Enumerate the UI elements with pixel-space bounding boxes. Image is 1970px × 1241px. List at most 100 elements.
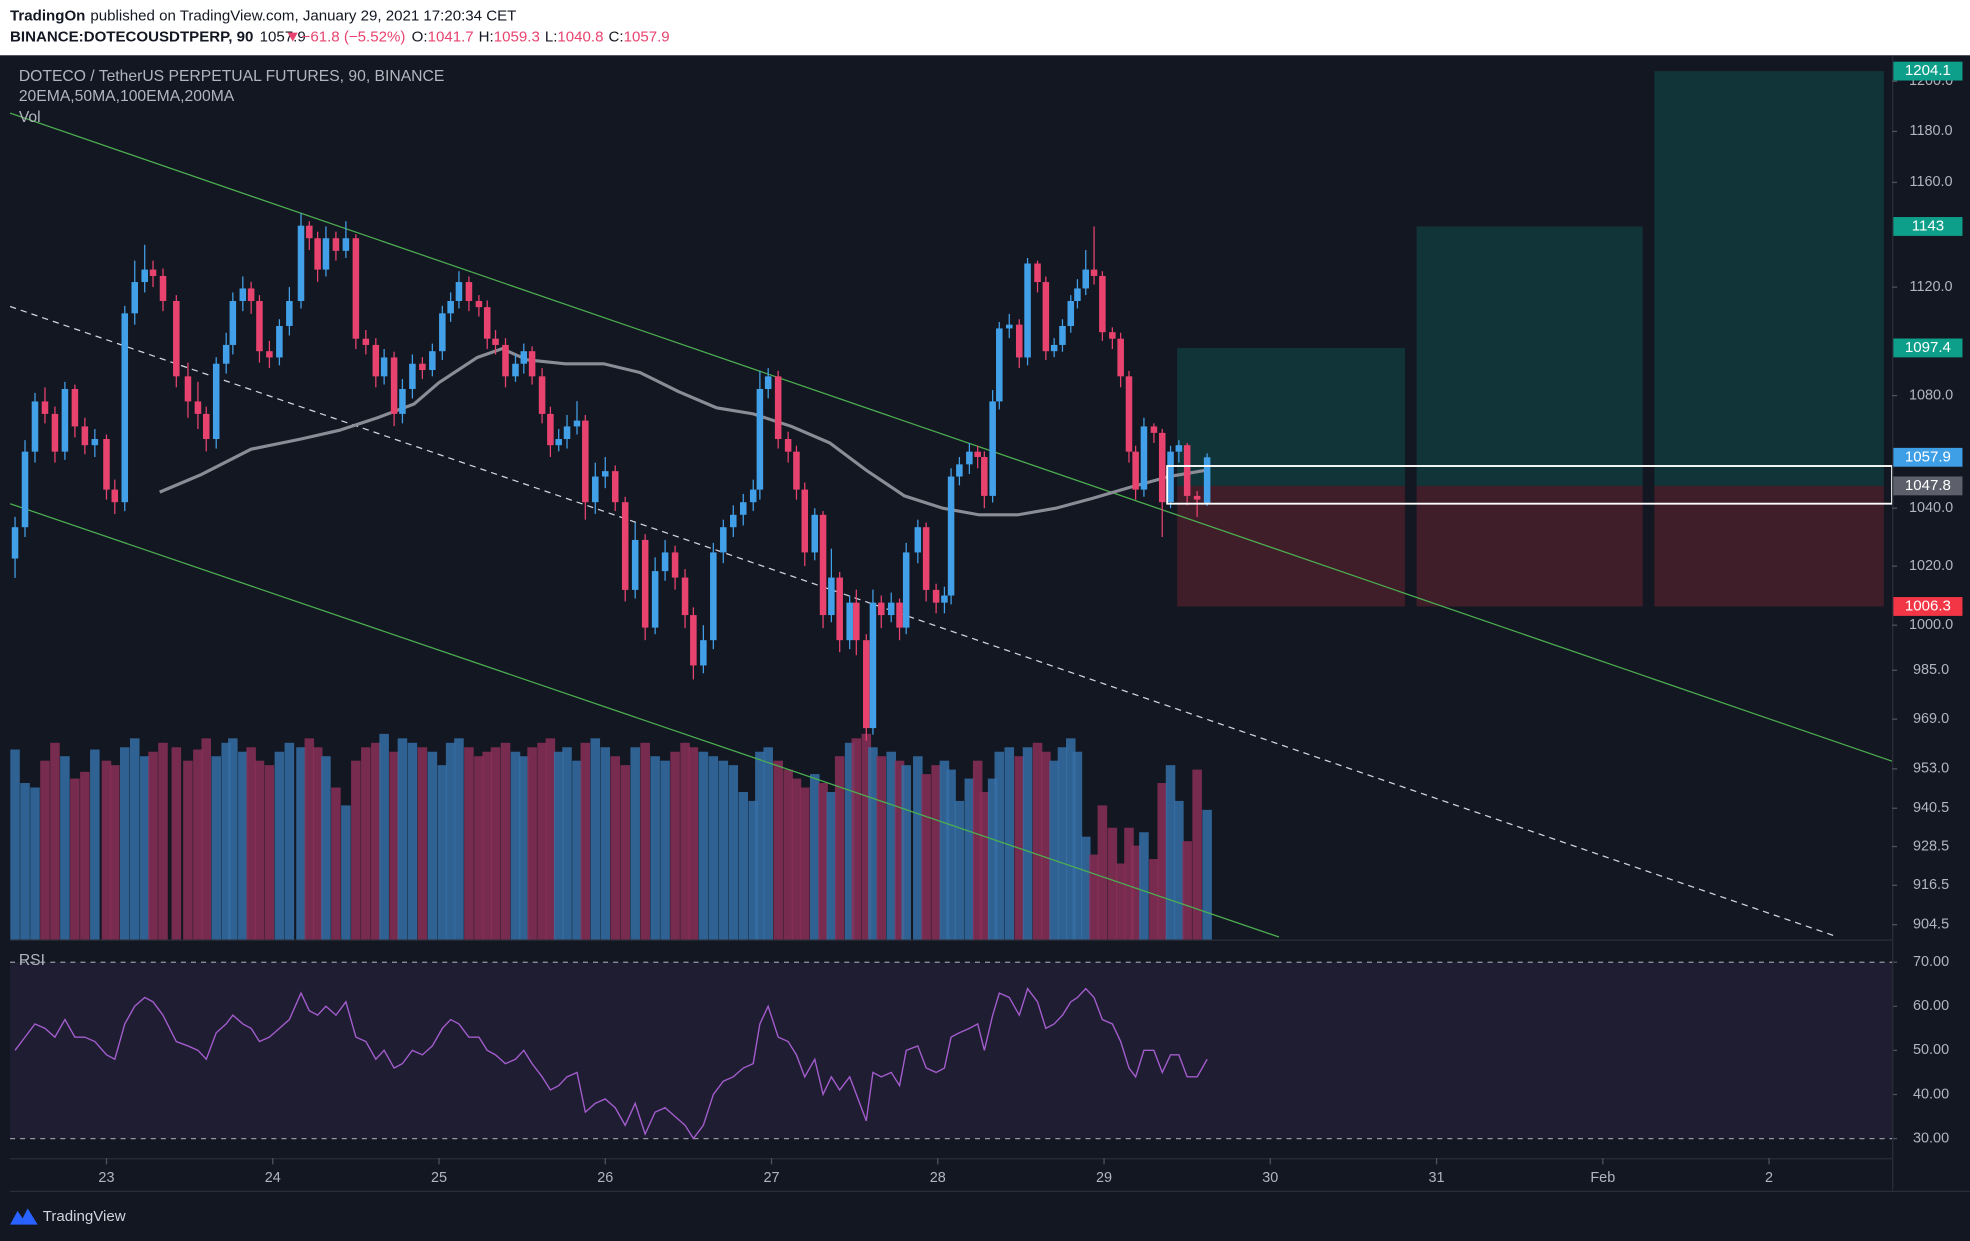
candle-body [1059, 325, 1066, 345]
candle-body [81, 426, 89, 446]
volume-bar [931, 765, 941, 940]
volume-bar [341, 805, 351, 940]
stop-tag-bg [1893, 597, 1963, 616]
candle-body [483, 307, 491, 339]
candle-body [332, 238, 340, 251]
candle-body [1150, 426, 1158, 433]
candle-body [974, 451, 981, 458]
x-tick-label: 23 [98, 1170, 114, 1186]
volume-bar [763, 747, 773, 940]
high-label: H: [479, 29, 494, 46]
volume-bar [964, 778, 975, 940]
volume-bar [1022, 747, 1033, 940]
candle-body [103, 439, 110, 490]
volume-bar [791, 778, 802, 940]
rsi-tick-label: 60.00 [1913, 998, 1949, 1014]
close-value: 1057.9 [624, 29, 670, 46]
volume-bar [1124, 827, 1134, 940]
rsi-tick-label: 50.00 [1913, 1042, 1949, 1058]
volume-bar [660, 760, 670, 940]
target-tag-bg [1893, 338, 1963, 358]
candle-body [1183, 445, 1191, 496]
footer-logo: TradingView [10, 1208, 126, 1225]
price-tags: 1097.4 1143 1204.1 1057.9 1047.8 1006.3 [1893, 61, 1963, 616]
volume-bar [708, 756, 719, 940]
candle-body [1099, 275, 1106, 333]
axes: 904.5 916.5 928.5 940.5 953.0 969.0 985.0 1000.… [98, 73, 1953, 1186]
volume-bar [946, 769, 956, 940]
volume-bar [868, 747, 878, 940]
candle-body [801, 489, 809, 553]
volume-bar [527, 747, 537, 940]
volume-bar [688, 747, 699, 940]
volume-bar [30, 787, 40, 940]
volume-bar [389, 751, 399, 940]
candle-body [1042, 282, 1050, 352]
last-price-tag-bg [1893, 447, 1963, 467]
volume-bar [417, 747, 428, 940]
candle-body [966, 451, 973, 465]
volume-bar [50, 742, 60, 940]
rsi-tick-label: 70.00 [1913, 954, 1949, 970]
volume-bar [861, 733, 872, 940]
volume-bar [590, 738, 601, 940]
candle-body [492, 338, 499, 345]
volume-bar [60, 756, 70, 940]
candle-body [582, 420, 589, 503]
volume-bar [304, 738, 315, 940]
volume-bar [379, 733, 389, 940]
volume-bar [312, 747, 323, 940]
volume-bar [20, 783, 30, 940]
volume-bar [1174, 800, 1184, 940]
volume-bar [437, 765, 448, 940]
volume-bar [834, 756, 845, 940]
volume-bar [1041, 751, 1051, 940]
volume-bar [851, 738, 862, 940]
volume-bar [238, 751, 248, 940]
candle-body [922, 527, 930, 590]
stop-zone [1416, 485, 1643, 607]
candle-body [447, 300, 454, 314]
target-tag-bg [1893, 217, 1963, 236]
candle-body [1175, 445, 1183, 452]
candle-body [592, 476, 599, 503]
volume-bar [954, 800, 965, 940]
volume-bar [397, 738, 408, 940]
volume-bar [427, 751, 438, 940]
candle-body [846, 602, 853, 641]
candle-body [1132, 451, 1139, 490]
chart-title: DOTECO / TetherUS PERPETUAL FUTURES, 90,… [19, 68, 444, 85]
volume-bar [482, 751, 492, 940]
volume-bar [545, 738, 556, 940]
candle-body [853, 602, 860, 641]
candle-body [764, 376, 772, 389]
volume-bar [139, 756, 150, 940]
candle-body [941, 595, 948, 603]
positions [1177, 71, 1884, 607]
volume-bar [1192, 769, 1202, 940]
candle-body [671, 552, 679, 578]
open-label: O: [412, 29, 428, 46]
volume-bar [650, 756, 660, 940]
volume-bar [901, 765, 911, 940]
volume-bar [894, 760, 905, 940]
volume-bar [783, 769, 793, 940]
candle-body [256, 300, 263, 352]
low-label: L: [545, 29, 558, 46]
candle-body [528, 351, 536, 377]
target-tag: 1143 [1912, 217, 1944, 234]
candle-body [1125, 376, 1133, 452]
candle-body [61, 388, 69, 452]
candle-body [631, 539, 639, 590]
candle-body [1006, 324, 1013, 329]
candle-body [475, 300, 483, 308]
volume-bar [228, 738, 238, 940]
candle-body [611, 471, 619, 503]
y-tick-label: 1120.0 [1910, 279, 1953, 295]
volume-bar [211, 756, 221, 940]
volume-bar [171, 747, 182, 940]
volume-bar [987, 778, 998, 940]
volume-bar [1004, 747, 1015, 940]
